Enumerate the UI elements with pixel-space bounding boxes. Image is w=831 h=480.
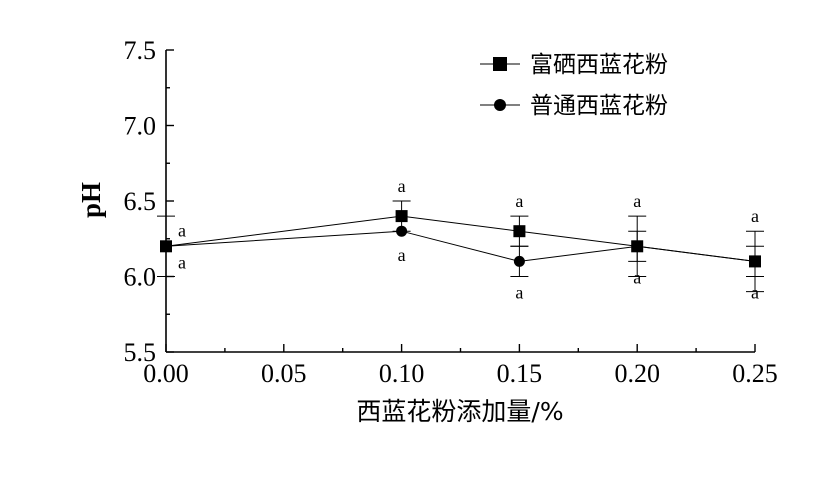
y-tick-label: 6.0 bbox=[124, 263, 157, 292]
significance-label: a bbox=[398, 176, 406, 196]
significance-label: a bbox=[751, 206, 759, 226]
series-layer bbox=[157, 200, 764, 293]
legend-label-ordinary: 普通西蓝花粉 bbox=[530, 93, 668, 119]
significance-label: a bbox=[178, 252, 186, 272]
significance-label: a bbox=[178, 220, 186, 240]
series-line-ordinary bbox=[165, 230, 756, 262]
x-tick-label: 0.25 bbox=[732, 359, 778, 388]
legend-marker-square bbox=[493, 57, 507, 71]
y-axis-title: pH bbox=[76, 182, 106, 218]
significance-label: a bbox=[633, 191, 641, 211]
legend: 富硒西蓝花粉 普通西蓝花粉 bbox=[480, 52, 668, 119]
axes-layer: 5.5 6.0 6.5 7.0 7.5 0.00 0.05 0.10 0.15 0.20 0.25 bbox=[124, 36, 778, 388]
legend-label-selenium: 富硒西蓝花粉 bbox=[530, 52, 668, 78]
data-point-circle bbox=[160, 240, 172, 252]
y-tick-label: 7.5 bbox=[124, 36, 157, 65]
series-line-selenium bbox=[165, 215, 756, 262]
x-tick-label: 0.00 bbox=[143, 359, 189, 388]
data-point-square bbox=[395, 210, 408, 223]
data-point-circle bbox=[631, 240, 643, 252]
x-axis-title: 西蓝花粉添加量/% bbox=[356, 397, 563, 426]
significance-label: a bbox=[515, 283, 523, 303]
x-tick-label: 0.15 bbox=[497, 359, 543, 388]
legend-marker-circle bbox=[494, 99, 506, 111]
data-point-circle bbox=[396, 225, 408, 237]
data-point-circle bbox=[749, 255, 761, 267]
y-tick-label: 6.5 bbox=[124, 187, 157, 216]
data-point-square bbox=[513, 225, 526, 238]
x-tick-label: 0.10 bbox=[379, 359, 425, 388]
y-tick-label: 7.0 bbox=[124, 112, 157, 141]
data-point-circle bbox=[513, 255, 525, 267]
x-tick-label: 0.20 bbox=[614, 359, 660, 388]
significance-label: a bbox=[398, 245, 406, 265]
x-tick-label: 0.05 bbox=[261, 359, 307, 388]
significance-label: a bbox=[515, 191, 523, 211]
significance-label: a bbox=[633, 267, 641, 287]
significance-label: a bbox=[751, 283, 759, 303]
y-tick-label: 5.5 bbox=[124, 338, 157, 367]
